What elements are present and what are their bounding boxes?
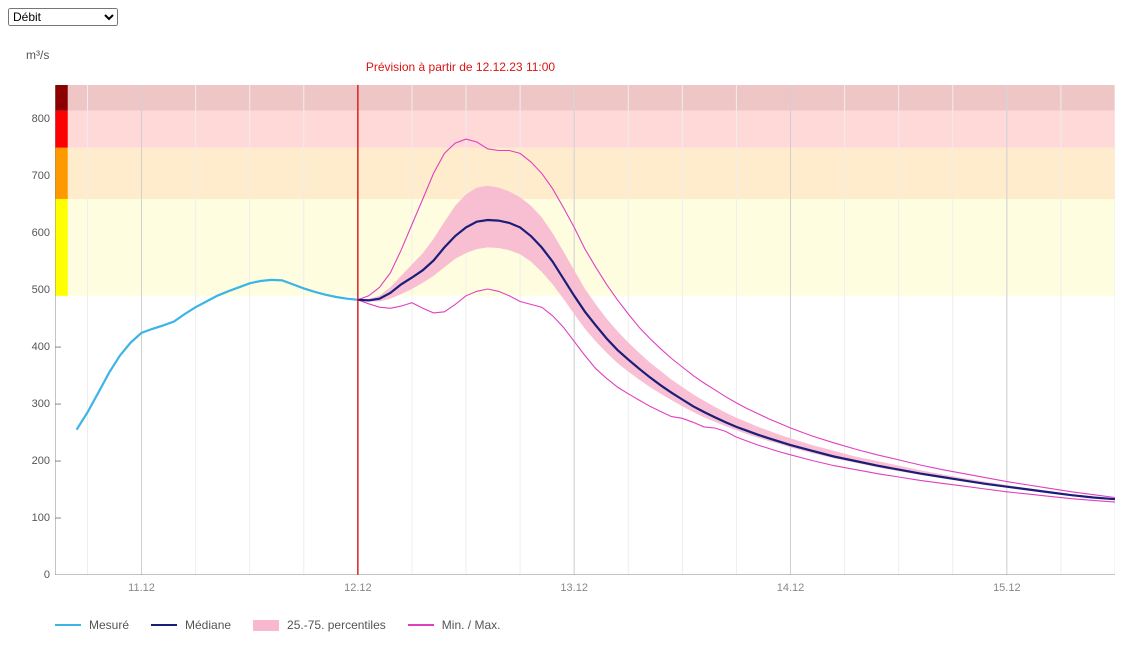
x-tick-label: 15.12 xyxy=(993,582,1021,594)
chart-area xyxy=(55,85,1115,575)
y-tick-label: 700 xyxy=(10,170,50,182)
danger-bar xyxy=(55,199,68,296)
x-tick-label: 11.12 xyxy=(128,582,155,594)
chart-svg xyxy=(55,85,1115,575)
legend-item-measured: Mesuré xyxy=(55,618,129,632)
y-tick-label: 500 xyxy=(10,284,50,296)
legend-swatch xyxy=(151,624,177,626)
legend-item-minmax: Min. / Max. xyxy=(408,618,501,632)
legend-label: 25.-75. percentiles xyxy=(287,618,386,632)
y-tick-label: 300 xyxy=(10,398,50,410)
danger-bar xyxy=(55,111,68,148)
danger-band xyxy=(55,199,1115,296)
legend-swatch xyxy=(253,620,279,631)
danger-bar xyxy=(55,85,68,111)
y-tick-label: 100 xyxy=(10,512,50,524)
forecast-label: Prévision à partir de 12.12.23 11:00 xyxy=(366,60,555,74)
y-tick-label: 600 xyxy=(10,227,50,239)
legend-label: Médiane xyxy=(185,618,231,632)
danger-band xyxy=(55,148,1115,199)
legend-swatch xyxy=(408,624,434,626)
y-tick-label: 0 xyxy=(10,569,50,581)
measured-line xyxy=(77,280,358,430)
danger-band xyxy=(55,111,1115,148)
y-tick-label: 400 xyxy=(10,341,50,353)
legend-item-band: 25.-75. percentiles xyxy=(253,618,386,632)
variable-select[interactable]: Débit xyxy=(8,8,118,26)
x-tick-label: 13.12 xyxy=(560,582,588,594)
x-tick-label: 12.12 xyxy=(344,582,372,594)
legend: Mesuré Médiane 25.-75. percentiles Min. / M… xyxy=(55,618,500,632)
danger-bar xyxy=(55,148,68,199)
y-tick-label: 800 xyxy=(10,113,50,125)
legend-item-median: Médiane xyxy=(151,618,231,632)
y-tick-label: 200 xyxy=(10,455,50,467)
y-axis-label: m³/s xyxy=(26,48,49,62)
legend-label: Mesuré xyxy=(89,618,129,632)
legend-label: Min. / Max. xyxy=(442,618,501,632)
danger-band xyxy=(55,85,1115,111)
x-tick-label: 14.12 xyxy=(777,582,805,594)
legend-swatch xyxy=(55,624,81,626)
